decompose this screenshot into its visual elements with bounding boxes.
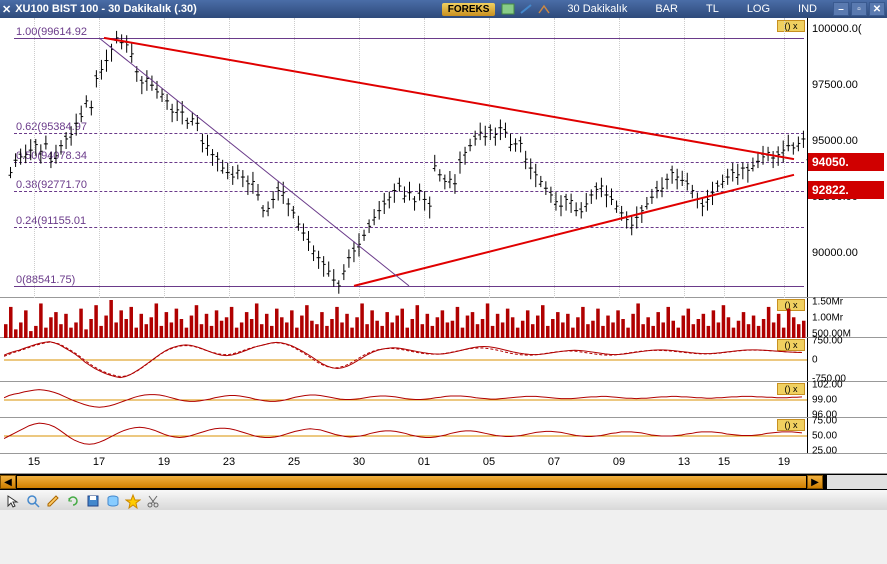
fib-line — [14, 133, 804, 134]
fib-line — [14, 162, 804, 163]
xaxis-tick: 07 — [548, 456, 560, 468]
osc-ytick: 50.00 — [812, 431, 837, 442]
scroll-track[interactable] — [17, 476, 806, 488]
osc2-plot — [4, 382, 807, 417]
db-icon[interactable] — [104, 492, 120, 508]
price-ytick: 100000.0( — [812, 23, 862, 35]
osc3-plot — [4, 418, 807, 453]
menu-tl[interactable]: TL — [706, 3, 719, 15]
osc1-yaxis: 750.000-750.00 — [807, 338, 887, 381]
xgrid — [359, 18, 360, 298]
xaxis-tick: 09 — [613, 456, 625, 468]
scroll-right-button[interactable]: ▶ — [807, 475, 823, 489]
fib-label: 0.24(91155.01 — [16, 215, 86, 227]
xgrid — [99, 18, 100, 298]
xaxis-tick: 15 — [28, 456, 40, 468]
price-ytick: 95000.00 — [812, 135, 858, 147]
oscillator2-panel[interactable]: () x 102.0099.0096.00 — [0, 382, 887, 418]
xaxis-tick: 01 — [418, 456, 430, 468]
main-plot[interactable]: 1.00(99614.92 0.62(95384.97 0.50(94078.34 0… — [4, 18, 807, 298]
time-xaxis: 15 17 19 23 25 30 01 05 07 09 13 15 19 — [0, 454, 887, 474]
xaxis-tick: 17 — [93, 456, 105, 468]
tool-icon-2[interactable] — [518, 2, 534, 16]
price-tag: 92822. — [808, 181, 884, 199]
zoom-icon[interactable] — [24, 492, 40, 508]
close-button[interactable]: ✕ — [869, 2, 885, 16]
fib-label: 0.62(95384.97 — [16, 121, 87, 133]
osc3-yaxis: 75.0050.0025.00 — [807, 418, 887, 453]
timeframe-label[interactable]: 30 Dakikalık — [567, 3, 627, 15]
osc-ytick: 75.00 — [812, 416, 837, 427]
scroll-extra — [827, 475, 887, 489]
xaxis-tick: 05 — [483, 456, 495, 468]
xgrid — [164, 18, 165, 298]
xaxis-tick: 19 — [158, 456, 170, 468]
bottom-toolbar — [0, 490, 887, 510]
volume-ytick: 1.50Mr — [812, 297, 843, 308]
pencil-icon[interactable] — [44, 492, 60, 508]
xgrid — [34, 18, 35, 298]
osc2-yaxis: 102.0099.0096.00 — [807, 382, 887, 417]
oscillator3-panel[interactable]: () x 75.0050.0025.00 — [0, 418, 887, 454]
xgrid — [424, 18, 425, 298]
price-tag: 94050. — [808, 153, 884, 171]
xgrid — [294, 18, 295, 298]
xgrid — [724, 18, 725, 298]
fib-label: 0.50(94078.34 — [16, 150, 87, 162]
volume-panel[interactable]: () x 1.50Mr1.00Mr500.00M — [0, 298, 887, 338]
xaxis-tick: 13 — [678, 456, 690, 468]
cut-icon[interactable] — [144, 492, 160, 508]
volume-plot — [4, 298, 807, 337]
xaxis-tick: 15 — [718, 456, 730, 468]
oscillator1-panel[interactable]: () x 750.000-750.00 — [0, 338, 887, 382]
fib-line — [14, 191, 804, 192]
tool-icon-3[interactable] — [536, 2, 552, 16]
volume-ytick: 1.00Mr — [812, 313, 843, 324]
xgrid — [684, 18, 685, 298]
menu-ind[interactable]: IND — [798, 3, 817, 15]
xgrid — [229, 18, 230, 298]
xaxis-tick: 30 — [353, 456, 365, 468]
menu-bar[interactable]: BAR — [655, 3, 678, 15]
main-price-panel[interactable]: () x 1.00(99614.920.62(95384.970.50(9407… — [0, 18, 887, 298]
xaxis-tick: 19 — [778, 456, 790, 468]
xgrid — [489, 18, 490, 298]
osc-ytick: 0 — [812, 355, 818, 366]
price-ytick: 90000.00 — [812, 247, 858, 259]
refresh-icon[interactable] — [64, 492, 80, 508]
fib-line — [14, 227, 804, 228]
xgrid — [619, 18, 620, 298]
volume-yaxis: 1.50Mr1.00Mr500.00M — [807, 298, 887, 337]
window-title: XU100 BIST 100 - 30 Dakikalık (.30) — [15, 3, 197, 15]
save-icon[interactable] — [84, 492, 100, 508]
fib-label: 0.38(92771.70 — [16, 179, 87, 191]
maximize-button[interactable]: ▫ — [851, 2, 867, 16]
osc-ytick: 99.00 — [812, 395, 837, 406]
brand-badge: FOREKS — [442, 3, 496, 16]
osc1-plot — [4, 338, 807, 381]
horizontal-scrollbar[interactable]: ◀ ▶ — [0, 474, 887, 490]
scroll-left-button[interactable]: ◀ — [0, 475, 16, 489]
star-icon[interactable] — [124, 492, 140, 508]
fib-label: 0(88541.75) — [16, 274, 75, 286]
titlebar: ✕ XU100 BIST 100 - 30 Dakikalık (.30) FO… — [0, 0, 887, 18]
xgrid — [784, 18, 785, 298]
xaxis-tick: 25 — [288, 456, 300, 468]
chart-area: () x 1.00(99614.920.62(95384.970.50(9407… — [0, 18, 887, 510]
fib-line — [14, 38, 804, 39]
price-ytick: 97500.00 — [812, 79, 858, 91]
close-icon-left[interactable]: ✕ — [2, 3, 11, 16]
cursor-icon[interactable] — [4, 492, 20, 508]
tool-icon-1[interactable] — [500, 2, 516, 16]
xgrid — [554, 18, 555, 298]
fib-label: 1.00(99614.92 — [16, 26, 87, 38]
price-yaxis: 100000.0(97500.0095000.0092500.0090000.0… — [807, 18, 887, 297]
menu-log[interactable]: LOG — [747, 3, 770, 15]
fib-line — [14, 286, 804, 287]
osc-ytick: 102.00 — [812, 380, 843, 391]
xaxis-tick: 23 — [223, 456, 235, 468]
osc-ytick: 750.00 — [812, 336, 843, 347]
minimize-button[interactable]: – — [833, 2, 849, 16]
